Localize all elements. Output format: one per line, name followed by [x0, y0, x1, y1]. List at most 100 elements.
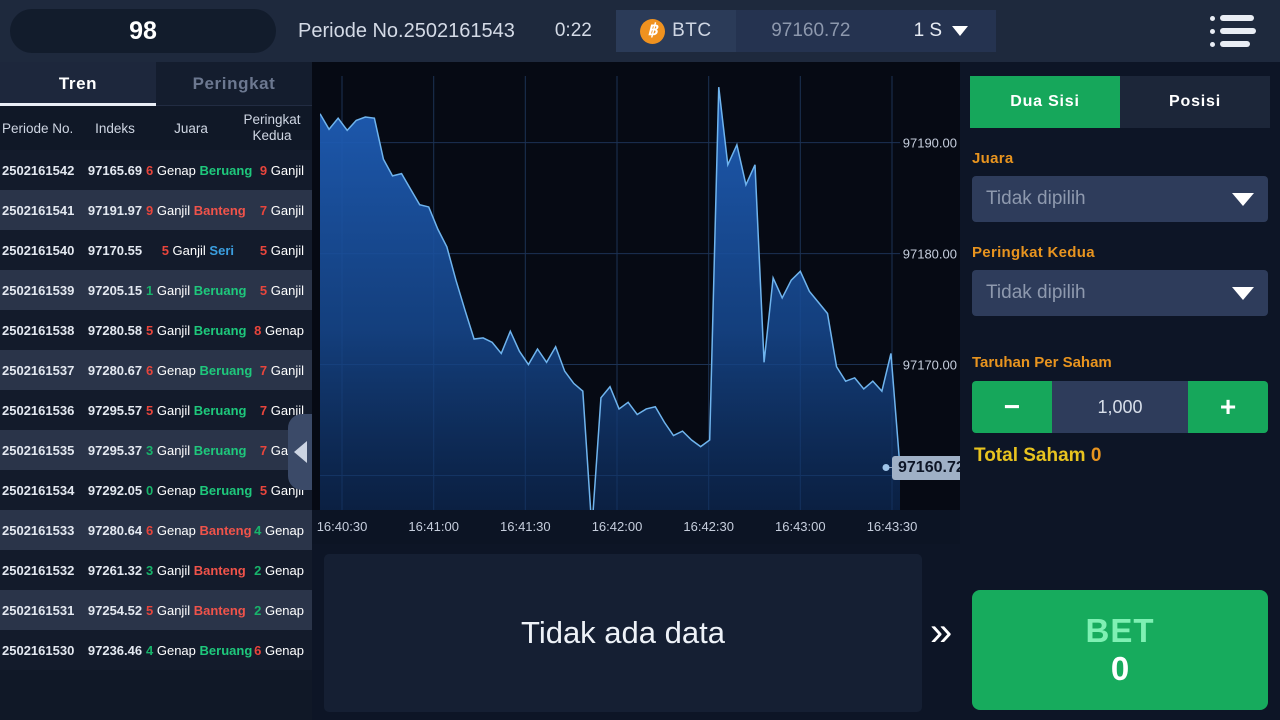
juara-parity: Genap — [156, 482, 196, 498]
cell-juara: 5 Ganjil Seri — [146, 243, 236, 258]
juara-trend: Beruang — [193, 402, 247, 418]
table-row[interactable]: 2502161541 97191.97 9 Ganjil Banteng 7 Ganj… — [0, 190, 312, 230]
select-peringkat-kedua[interactable]: Tidak dipilih — [972, 270, 1268, 316]
juara-parity: Genap — [156, 522, 196, 538]
empty-state-text: Tidak ada data — [521, 615, 725, 650]
menu-dot-icon — [1210, 15, 1215, 21]
price-chart-panel[interactable]: 97190.00 97180.00 97170.00 16:40:30 16:41:0… — [312, 62, 971, 544]
collapse-panel-handle[interactable] — [288, 414, 312, 490]
history-panel: Tren Peringkat Periode No. Indeks Juara … — [0, 62, 312, 720]
triangle-left-icon — [293, 441, 307, 463]
chevron-down-icon — [1232, 192, 1254, 206]
table-row[interactable]: 2502161540 97170.55 5 Ganjil Seri 5 Ganjil — [0, 230, 312, 270]
tab-posisi[interactable]: Posisi — [1120, 76, 1270, 128]
tab-dua-sisi[interactable]: Dua Sisi — [970, 76, 1120, 128]
cell-peringkat-kedua: 7 Ganjil — [236, 403, 312, 418]
second-parity: Genap — [264, 562, 304, 578]
juara-digit: 5 — [161, 242, 169, 258]
cell-peringkat-kedua: 8 Genap — [236, 323, 312, 338]
cell-peringkat-kedua: 5 Ganjil — [236, 243, 312, 258]
menu-bar-icon — [1220, 15, 1254, 21]
cell-index: 97280.58 — [87, 322, 143, 338]
cell-period: 2502161536 — [2, 402, 75, 418]
tab-dua-sisi-label: Dua Sisi — [1010, 93, 1080, 110]
juara-trend: Banteng — [199, 522, 252, 538]
asset-selector-btc[interactable]: ฿ BTC — [615, 10, 736, 52]
juara-parity: Ganjil — [172, 242, 206, 258]
history-tabs: Tren Peringkat — [0, 62, 312, 106]
cell-index: 97165.69 — [87, 162, 143, 178]
table-row[interactable]: 2502161533 97280.64 6 Genap Banteng 4 Genap — [0, 510, 312, 550]
tab-posisi-label: Posisi — [1169, 93, 1221, 110]
history-rows-container[interactable]: 2502161542 97165.69 6 Genap Beruang 9 Ganji… — [0, 150, 312, 670]
cell-juara: 9 Ganjil Banteng — [146, 202, 246, 218]
countdown-timer: 0:22 — [554, 20, 592, 41]
x-axis-tick-label: 16:42:00 — [591, 519, 643, 534]
juara-parity: Ganjil — [156, 322, 191, 338]
cell-juara: 6 Genap Banteng — [146, 522, 252, 538]
cell-period: 2502161535 — [2, 442, 75, 458]
table-row[interactable]: 2502161542 97165.69 6 Genap Beruang 9 Ganji… — [0, 150, 312, 190]
stake-increase-button[interactable]: + — [1188, 381, 1268, 433]
cell-period: 2502161539 — [2, 282, 75, 298]
juara-trend: Beruang — [193, 282, 247, 298]
bet-mode-tabs: Dua Sisi Posisi — [970, 76, 1270, 128]
juara-digit: 3 — [146, 562, 154, 578]
stake-decrease-button[interactable]: − — [972, 381, 1052, 433]
table-row[interactable]: 2502161530 97236.46 4 Genap Beruang 6 Genap — [0, 630, 312, 670]
chevron-double-right-icon[interactable]: » — [930, 610, 953, 654]
table-row[interactable]: 2502161536 97295.57 5 Ganjil Beruang 7 Ganj… — [0, 390, 312, 430]
cell-juara: 5 Ganjil Beruang — [146, 322, 246, 338]
table-row[interactable]: 2502161537 97280.67 6 Genap Beruang 7 Ganji… — [0, 350, 312, 390]
select-juara[interactable]: Tidak dipilih — [972, 176, 1268, 222]
header-price-display: 97160.72 — [735, 10, 886, 52]
cell-juara: 5 Ganjil Beruang — [146, 402, 246, 418]
cell-period: 2502161540 — [2, 242, 75, 258]
juara-digit: 0 — [146, 482, 154, 498]
juara-trend: Beruang — [193, 322, 247, 338]
balance-value: 98 — [129, 16, 157, 45]
cell-index: 97280.67 — [87, 362, 143, 378]
stake-input[interactable]: 1,000 — [1052, 381, 1188, 433]
total-saham-value: 0 — [1090, 445, 1102, 466]
table-row[interactable]: 2502161535 97295.373 Ganjil Beruang 7 Ganj… — [0, 430, 312, 470]
second-parity: Ganjil — [270, 242, 304, 258]
stake-value: 1,000 — [1097, 396, 1143, 417]
menu-line-1 — [1210, 15, 1258, 21]
juara-digit: 9 — [146, 202, 154, 218]
table-row[interactable]: 2502161538 97280.58 5 Ganjil Beruang 8 Gena… — [0, 310, 312, 350]
juara-parity: Ganjil — [156, 282, 191, 298]
second-digit: 7 — [259, 402, 268, 418]
juara-digit: 5 — [146, 402, 154, 418]
header-price-value: 97160.72 — [771, 20, 851, 41]
menu-line-3 — [1210, 41, 1258, 47]
table-row[interactable]: 2502161534 97292.05 0 Genap Beruang 5 Ganji… — [0, 470, 312, 510]
total-saham-row: Total Saham 0 — [974, 445, 1280, 467]
tab-divider — [156, 105, 312, 106]
juara-digit: 1 — [146, 282, 154, 298]
juara-digit: 6 — [146, 362, 154, 378]
table-row[interactable]: 2502161539 97205.15 1 Ganjil Beruang 5 Ganj… — [0, 270, 312, 310]
juara-digit: 6 — [146, 162, 154, 178]
list-menu-icon[interactable] — [1210, 12, 1258, 50]
balance-pill[interactable]: 98 — [10, 9, 276, 53]
cell-index: 97236.46 — [87, 642, 143, 658]
table-row[interactable]: 2502161532 97261.32 3 Ganjil Banteng 2 Gena… — [0, 550, 312, 590]
interval-dropdown[interactable]: 1 S — [885, 10, 996, 52]
juara-parity: Ganjil — [156, 202, 191, 218]
menu-dot-icon — [1210, 28, 1215, 34]
cell-juara: 0 Genap Beruang — [146, 482, 252, 498]
cell-period: 2502161531 — [2, 602, 75, 618]
cell-peringkat-kedua: 6 Genap — [236, 643, 312, 658]
tab-tren[interactable]: Tren — [0, 62, 156, 106]
bet-button[interactable]: BET 0 — [972, 590, 1268, 710]
menu-bar-icon — [1220, 41, 1250, 47]
tab-peringkat[interactable]: Peringkat — [156, 62, 312, 106]
x-axis-tick-label: 16:41:30 — [499, 519, 551, 534]
table-row[interactable]: 2502161531 97254.52 5 Ganjil Banteng 2 Gena… — [0, 590, 312, 630]
second-parity: Genap — [264, 522, 304, 538]
second-parity: Ganjil — [270, 282, 304, 298]
juara-trend: Beruang — [193, 442, 247, 458]
cell-index: 97254.52 — [87, 602, 143, 618]
